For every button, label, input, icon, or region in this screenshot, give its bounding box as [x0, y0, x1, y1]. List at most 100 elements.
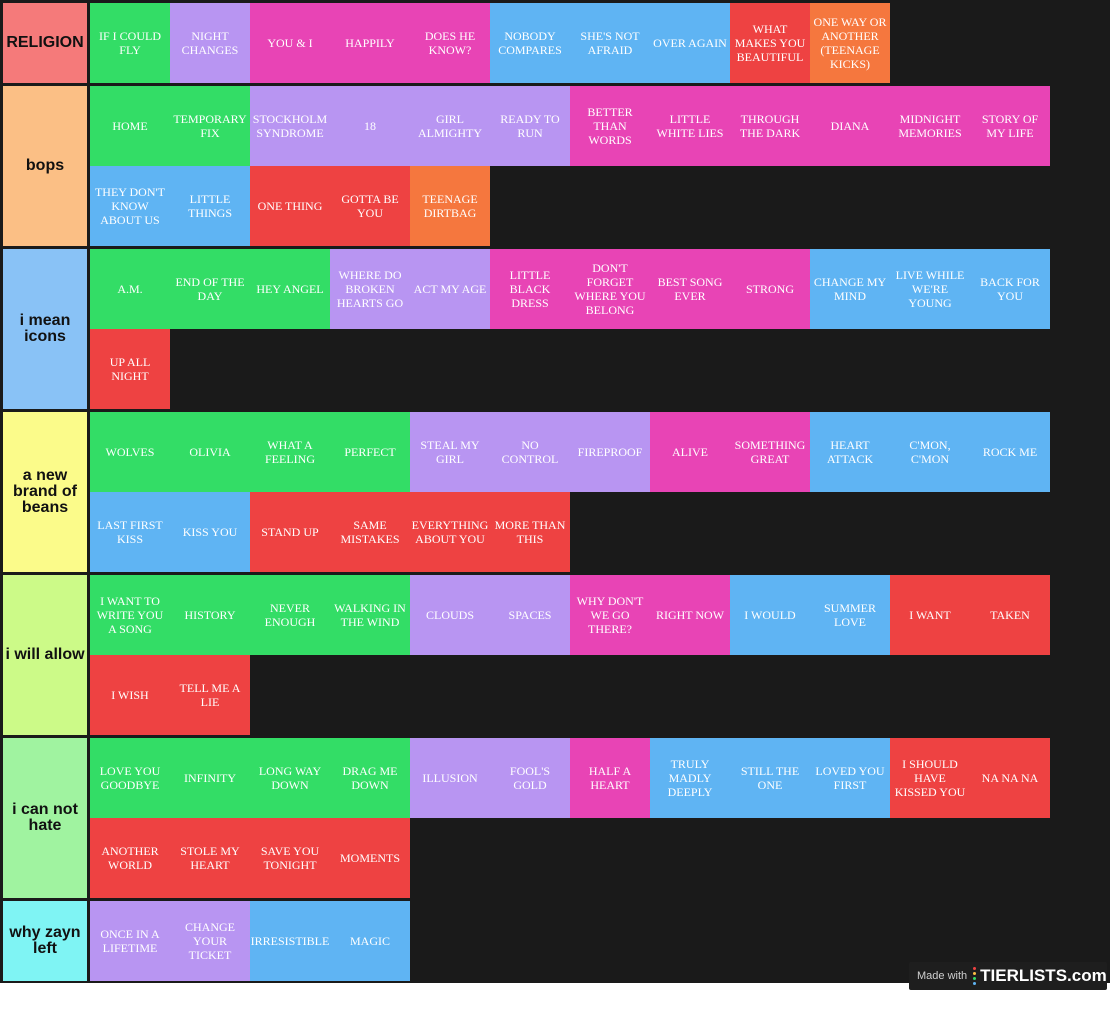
- song-tile[interactable]: DRAG ME DOWN: [330, 738, 410, 818]
- song-tile[interactable]: STEAL MY GIRL: [410, 412, 490, 492]
- song-tile[interactable]: OVER AGAIN: [650, 3, 730, 83]
- song-tile[interactable]: DON'T FORGET WHERE YOU BELONG: [570, 249, 650, 329]
- song-tile[interactable]: STAND UP: [250, 492, 330, 572]
- song-tile[interactable]: SPACES: [490, 575, 570, 655]
- tierlists-watermark[interactable]: Made with TIERLISTS.com: [909, 962, 1107, 990]
- song-tile[interactable]: TELL ME A LIE: [170, 655, 250, 735]
- song-tile[interactable]: ACT MY AGE: [410, 249, 490, 329]
- song-tile[interactable]: LAST FIRST KISS: [90, 492, 170, 572]
- tier-label[interactable]: RELIGION: [3, 3, 87, 83]
- song-tile[interactable]: IRRESISTIBLE: [250, 901, 330, 981]
- song-tile[interactable]: THEY DON'T KNOW ABOUT US: [90, 166, 170, 246]
- song-tile[interactable]: NO CONTROL: [490, 412, 570, 492]
- song-tile[interactable]: WALKING IN THE WIND: [330, 575, 410, 655]
- song-tile[interactable]: PERFECT: [330, 412, 410, 492]
- song-tile[interactable]: OLIVIA: [170, 412, 250, 492]
- song-tile[interactable]: MORE THAN THIS: [490, 492, 570, 572]
- song-tile[interactable]: ONCE IN A LIFETIME: [90, 901, 170, 981]
- song-tile[interactable]: WHAT MAKES YOU BEAUTIFUL: [730, 3, 810, 83]
- song-tile[interactable]: STILL THE ONE: [730, 738, 810, 818]
- song-tile[interactable]: C'MON, C'MON: [890, 412, 970, 492]
- song-tile[interactable]: SHE'S NOT AFRAID: [570, 3, 650, 83]
- song-tile[interactable]: ONE WAY OR ANOTHER (TEENAGE KICKS): [810, 3, 890, 83]
- song-tile[interactable]: I SHOULD HAVE KISSED YOU: [890, 738, 970, 818]
- song-tile[interactable]: EVERYTHING ABOUT YOU: [410, 492, 490, 572]
- song-tile[interactable]: UP ALL NIGHT: [90, 329, 170, 409]
- song-tile[interactable]: BEST SONG EVER: [650, 249, 730, 329]
- song-tile[interactable]: SUMMER LOVE: [810, 575, 890, 655]
- song-tile[interactable]: WHY DON'T WE GO THERE?: [570, 575, 650, 655]
- song-tile[interactable]: LOVE YOU GOODBYE: [90, 738, 170, 818]
- song-tile[interactable]: 18: [330, 86, 410, 166]
- song-tile[interactable]: HEY ANGEL: [250, 249, 330, 329]
- song-tile[interactable]: I WOULD: [730, 575, 810, 655]
- song-tile[interactable]: HEART ATTACK: [810, 412, 890, 492]
- song-tile[interactable]: IF I COULD FLY: [90, 3, 170, 83]
- song-tile[interactable]: ILLUSION: [410, 738, 490, 818]
- song-tile[interactable]: GOTTA BE YOU: [330, 166, 410, 246]
- song-tile[interactable]: FIREPROOF: [570, 412, 650, 492]
- song-tile[interactable]: SAVE YOU TONIGHT: [250, 818, 330, 898]
- song-tile[interactable]: LITTLE BLACK DRESS: [490, 249, 570, 329]
- tier-label[interactable]: why zayn left: [3, 901, 87, 981]
- song-tile[interactable]: STOCKHOLM SYNDROME: [250, 86, 330, 166]
- song-tile[interactable]: KISS YOU: [170, 492, 250, 572]
- song-tile[interactable]: STOLE MY HEART: [170, 818, 250, 898]
- song-tile[interactable]: ROCK ME: [970, 412, 1050, 492]
- song-tile[interactable]: DOES HE KNOW?: [410, 3, 490, 83]
- song-tile[interactable]: MAGIC: [330, 901, 410, 981]
- song-tile[interactable]: LITTLE THINGS: [170, 166, 250, 246]
- song-tile[interactable]: SAME MISTAKES: [330, 492, 410, 572]
- song-tile[interactable]: GIRL ALMIGHTY: [410, 86, 490, 166]
- song-tile[interactable]: I WISH: [90, 655, 170, 735]
- song-tile[interactable]: NEVER ENOUGH: [250, 575, 330, 655]
- song-tile[interactable]: READY TO RUN: [490, 86, 570, 166]
- song-tile[interactable]: DIANA: [810, 86, 890, 166]
- song-tile[interactable]: HAPPILY: [330, 3, 410, 83]
- song-tile[interactable]: HOME: [90, 86, 170, 166]
- song-tile[interactable]: TEENAGE DIRTBAG: [410, 166, 490, 246]
- song-tile[interactable]: HALF A HEART: [570, 738, 650, 818]
- song-tile[interactable]: TEMPORARY FIX: [170, 86, 250, 166]
- tier-label[interactable]: i can not hate: [3, 738, 87, 898]
- tier-label[interactable]: bops: [3, 86, 87, 246]
- song-tile[interactable]: CLOUDS: [410, 575, 490, 655]
- song-tile[interactable]: ALIVE: [650, 412, 730, 492]
- song-tile[interactable]: THROUGH THE DARK: [730, 86, 810, 166]
- song-tile[interactable]: MOMENTS: [330, 818, 410, 898]
- song-tile[interactable]: CHANGE YOUR TICKET: [170, 901, 250, 981]
- song-tile[interactable]: TRULY MADLY DEEPLY: [650, 738, 730, 818]
- tier-label[interactable]: i will allow: [3, 575, 87, 735]
- tier-label[interactable]: a new brand of beans: [3, 412, 87, 572]
- song-tile[interactable]: STRONG: [730, 249, 810, 329]
- song-tile[interactable]: CHANGE MY MIND: [810, 249, 890, 329]
- song-tile[interactable]: NOBODY COMPARES: [490, 3, 570, 83]
- song-tile[interactable]: STORY OF MY LIFE: [970, 86, 1050, 166]
- tier-label[interactable]: i mean icons: [3, 249, 87, 409]
- song-tile[interactable]: LITTLE WHITE LIES: [650, 86, 730, 166]
- song-tile[interactable]: FOOL'S GOLD: [490, 738, 570, 818]
- song-tile[interactable]: END OF THE DAY: [170, 249, 250, 329]
- song-tile[interactable]: WOLVES: [90, 412, 170, 492]
- song-tile[interactable]: HISTORY: [170, 575, 250, 655]
- song-tile[interactable]: I WANT: [890, 575, 970, 655]
- song-tile[interactable]: LOVED YOU FIRST: [810, 738, 890, 818]
- song-tile[interactable]: TAKEN: [970, 575, 1050, 655]
- song-tile[interactable]: LONG WAY DOWN: [250, 738, 330, 818]
- song-tile[interactable]: A.M.: [90, 249, 170, 329]
- song-tile[interactable]: BACK FOR YOU: [970, 249, 1050, 329]
- song-tile[interactable]: NIGHT CHANGES: [170, 3, 250, 83]
- song-tile[interactable]: LIVE WHILE WE'RE YOUNG: [890, 249, 970, 329]
- song-tile[interactable]: BETTER THAN WORDS: [570, 86, 650, 166]
- song-tile[interactable]: WHAT A FEELING: [250, 412, 330, 492]
- song-tile[interactable]: INFINITY: [170, 738, 250, 818]
- song-tile[interactable]: NA NA NA: [970, 738, 1050, 818]
- song-tile[interactable]: ANOTHER WORLD: [90, 818, 170, 898]
- song-tile[interactable]: MIDNIGHT MEMORIES: [890, 86, 970, 166]
- song-tile[interactable]: RIGHT NOW: [650, 575, 730, 655]
- song-tile[interactable]: YOU & I: [250, 3, 330, 83]
- song-tile[interactable]: I WANT TO WRITE YOU A SONG: [90, 575, 170, 655]
- song-tile[interactable]: SOMETHING GREAT: [730, 412, 810, 492]
- song-tile[interactable]: WHERE DO BROKEN HEARTS GO: [330, 249, 410, 329]
- song-tile[interactable]: ONE THING: [250, 166, 330, 246]
